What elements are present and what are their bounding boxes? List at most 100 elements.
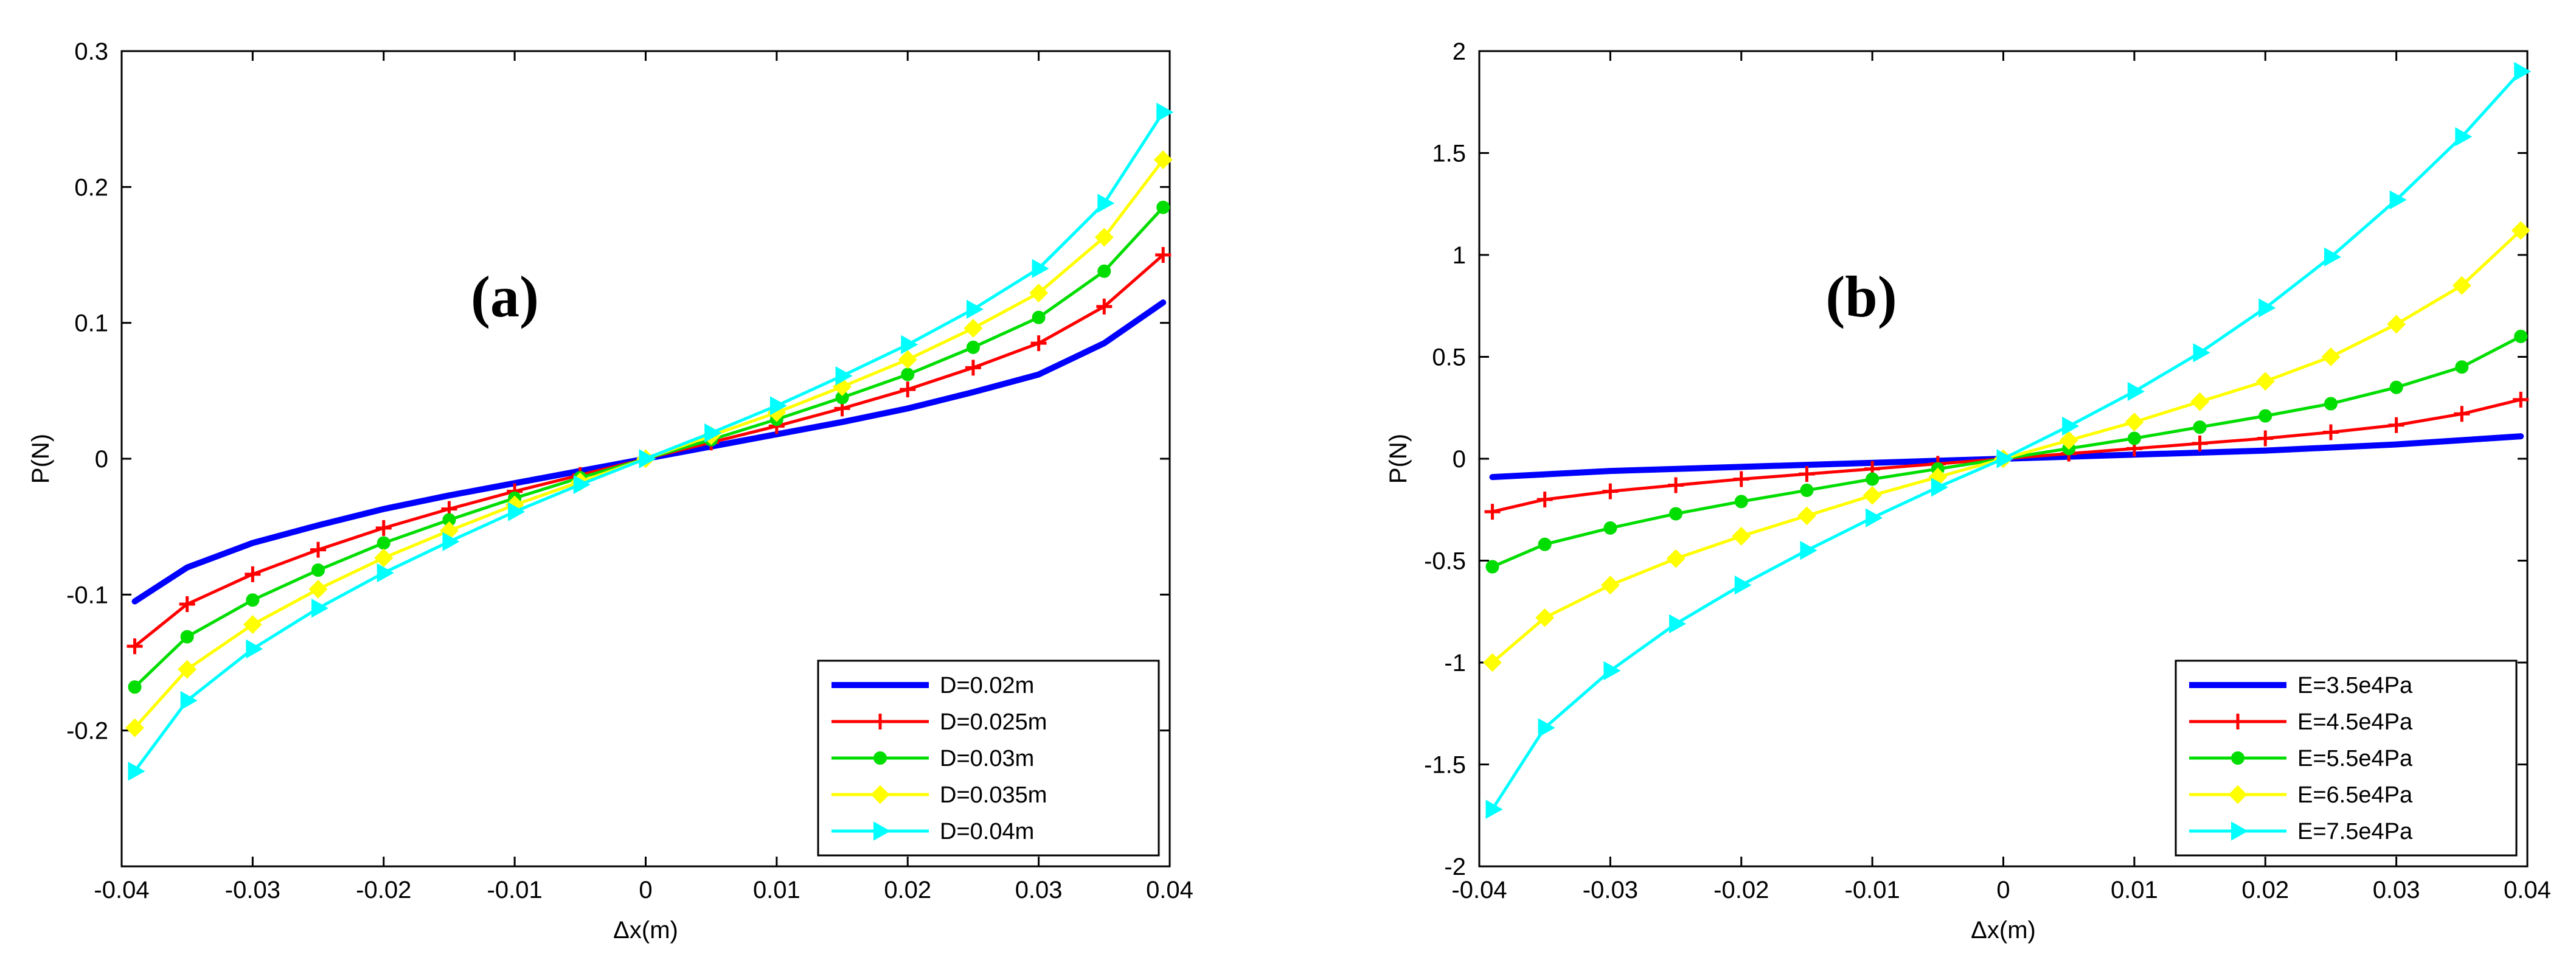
data-point [2127, 431, 2141, 445]
x-tick-label: 0.04 [1146, 877, 1193, 903]
data-point [1799, 466, 1815, 482]
data-point [2324, 397, 2338, 411]
data-point [1030, 335, 1047, 352]
data-point [125, 718, 144, 737]
y-axis-label: P(N) [27, 434, 54, 484]
data-point [1155, 247, 1172, 263]
data-point [901, 335, 918, 355]
data-point [1153, 150, 1173, 170]
data-point [311, 598, 329, 618]
data-point [2125, 412, 2144, 432]
data-point [1669, 614, 1687, 634]
legend-label: D=0.02m [940, 673, 1034, 698]
data-point [963, 319, 983, 338]
data-point [2514, 330, 2528, 343]
data-point [2324, 247, 2341, 267]
data-point [2321, 347, 2341, 366]
x-tick-label: -0.02 [356, 877, 411, 903]
data-point [1797, 506, 1816, 526]
y-tick-label: 0 [95, 446, 108, 473]
data-point [2511, 221, 2530, 240]
y-tick-label: 1.5 [1432, 141, 1466, 167]
data-point [2388, 417, 2404, 433]
data-point [1866, 508, 1883, 527]
legend-marker [873, 751, 887, 765]
data-point [178, 660, 197, 679]
x-tick-label: -0.01 [1845, 877, 1900, 903]
data-point [1536, 492, 1553, 507]
data-point [1538, 718, 1555, 737]
data-point [2322, 424, 2339, 440]
legend-label: D=0.035m [940, 782, 1047, 808]
data-point [442, 532, 460, 551]
data-point [243, 615, 262, 634]
data-point [704, 423, 722, 443]
data-point [1600, 576, 1620, 595]
data-point [1097, 264, 1111, 278]
x-tick-label: 0.02 [884, 877, 931, 903]
data-point [180, 630, 194, 644]
data-point [311, 563, 325, 577]
data-point [1032, 259, 1049, 279]
data-point [1483, 653, 1502, 672]
x-tick-label: 0.03 [2373, 877, 2420, 903]
x-tick-label: -0.02 [1713, 877, 1769, 903]
data-point [573, 475, 591, 495]
data-point [508, 502, 526, 521]
data-point [1094, 228, 1114, 247]
data-point [246, 639, 263, 659]
y-tick-label: 0.1 [74, 310, 108, 337]
y-tick-label: -1.5 [1424, 752, 1466, 779]
data-point [1603, 521, 1617, 535]
data-point [1032, 310, 1046, 324]
data-point [966, 340, 980, 354]
x-tick-label: 0.04 [2504, 877, 2551, 903]
data-point [1097, 193, 1115, 213]
panel-label: (a) [471, 264, 539, 329]
legend-label: E=7.5e4Pa [2297, 819, 2413, 844]
data-point [375, 520, 392, 536]
data-point [246, 593, 260, 607]
data-point [2257, 430, 2274, 447]
x-tick-label: -0.01 [487, 877, 543, 903]
data-point [127, 638, 143, 655]
legend: D=0.02m D=0.025m D=0.03m D=0.035m D=0.04m [817, 660, 1160, 857]
x-tick-label: 0.01 [753, 877, 800, 903]
data-point [1485, 799, 1503, 819]
data-point [639, 449, 656, 468]
x-tick-label: 0.02 [2241, 877, 2289, 903]
data-point [1734, 495, 1748, 509]
data-point [1484, 504, 1501, 520]
data-point [2389, 380, 2403, 394]
x-tick-label: 0.03 [1015, 877, 1063, 903]
data-point [900, 381, 916, 398]
y-tick-label: -0.5 [1424, 548, 1466, 575]
x-tick-label: -0.03 [225, 877, 280, 903]
data-point [2190, 392, 2209, 411]
legend-marker [2230, 714, 2246, 729]
y-tick-label: -0.1 [66, 582, 108, 608]
data-point [2193, 343, 2210, 363]
data-point [1863, 486, 1882, 505]
y-axis-label: P(N) [1385, 434, 1412, 484]
data-point [1602, 483, 1619, 499]
y-tick-label: 1 [1453, 242, 1466, 269]
data-point [2255, 372, 2275, 391]
data-point [1866, 472, 1880, 486]
y-tick-label: 0 [1453, 446, 1466, 473]
y-tick-label: 0.2 [74, 174, 108, 201]
data-point [377, 536, 391, 550]
legend-marker [873, 821, 891, 841]
legend-marker [870, 785, 890, 804]
data-point [769, 396, 787, 416]
data-point [966, 299, 984, 319]
data-point [128, 680, 142, 694]
data-point [310, 541, 327, 558]
data-point [2059, 431, 2078, 450]
data-point [1029, 284, 1049, 302]
data-point [2454, 406, 2470, 422]
data-point [308, 579, 328, 599]
data-point [1156, 200, 1170, 214]
legend-marker [2228, 785, 2248, 804]
legend-label: D=0.04m [940, 819, 1034, 844]
